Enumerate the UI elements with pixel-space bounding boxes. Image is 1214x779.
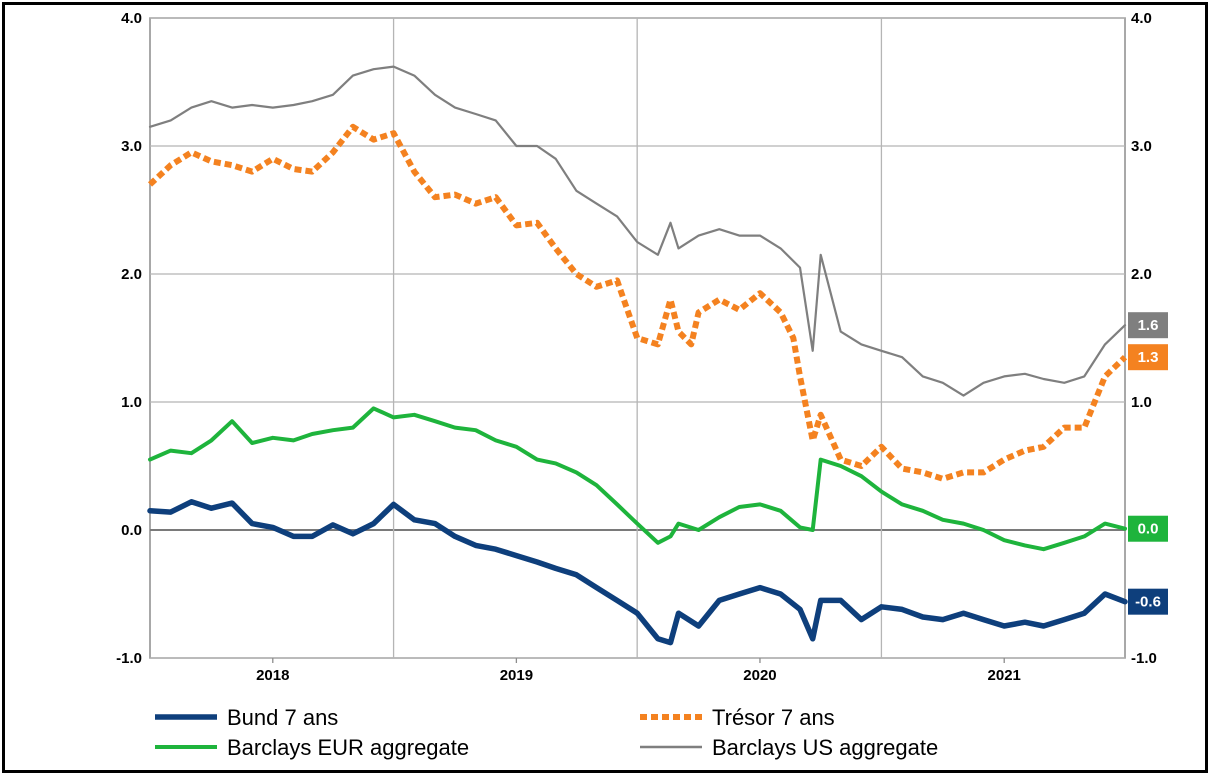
legend: Bund 7 ans Trésor 7 ans Barclays EUR aggre…: [155, 705, 938, 760]
x-tick-label: 2021: [988, 667, 1021, 684]
badge-label: 1.3: [1138, 349, 1159, 366]
x-tick-label: 2019: [500, 667, 533, 684]
badge-label: -0.6: [1135, 594, 1161, 611]
y-tick-label-right: 3.0: [1131, 138, 1152, 155]
y-tick-label-left: 4.0: [121, 10, 142, 27]
y-tick-label-right: 1.0: [1131, 394, 1152, 411]
end-badge-3: 1.6: [1128, 312, 1168, 339]
series-line-3: [148, 65, 1127, 397]
legend-item-2: Barclays EUR aggregate: [155, 735, 469, 760]
y-tick-label-left: 2.0: [121, 266, 142, 283]
y-tick-label-right: -1.0: [1131, 650, 1157, 667]
y-tick-label-right: 2.0: [1131, 266, 1152, 283]
end-badge-2: 0.0: [1128, 515, 1168, 542]
legend-label: Barclays EUR aggregate: [227, 735, 469, 760]
badge-label: 1.6: [1138, 317, 1159, 334]
grid: [149, 17, 1126, 659]
badge-background: [1128, 515, 1168, 542]
badge-label: 0.0: [1138, 521, 1159, 538]
y-tick-label-left: 3.0: [121, 138, 142, 155]
y-tick-label-left: 0.0: [121, 522, 142, 539]
legend-label: Trésor 7 ans: [712, 705, 835, 730]
series-lines: [147, 65, 1128, 646]
end-value-badges: -0.6 1.3 0.0 1.6: [1128, 312, 1168, 615]
y-tick-label-right: 4.0: [1131, 10, 1152, 27]
badge-background: [1128, 588, 1168, 615]
legend-label: Bund 7 ans: [227, 705, 338, 730]
end-badge-1: 1.3: [1128, 344, 1168, 371]
legend-item-1: Trésor 7 ans: [640, 705, 835, 730]
y-tick-label-left: -1.0: [116, 650, 142, 667]
series-line-0: [147, 499, 1128, 646]
series-line-1: [147, 123, 1128, 482]
series-line-2: [148, 406, 1127, 552]
badge-background: [1128, 344, 1168, 371]
badge-background: [1128, 312, 1168, 339]
y-tick-label-left: 1.0: [121, 394, 142, 411]
legend-label: Barclays US aggregate: [712, 735, 938, 760]
x-tick-label: 2020: [743, 667, 776, 684]
end-badge-0: -0.6: [1128, 588, 1168, 615]
axes: -1.0 -1.0 0.0 0.0 1.0 1.0 2.0 2.0 3.0 3.0 4.0 4.0 20…: [116, 10, 1157, 684]
legend-item-0: Bund 7 ans: [155, 705, 338, 730]
x-tick-label: 2018: [256, 667, 289, 684]
legend-item-3: Barclays US aggregate: [640, 735, 938, 760]
